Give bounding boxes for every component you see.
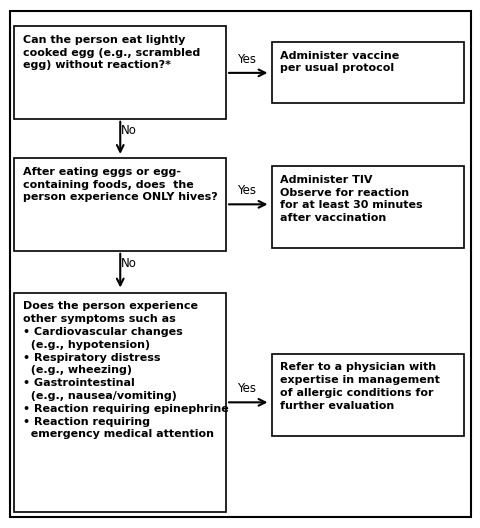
Bar <box>271 354 463 436</box>
Text: Can the person eat lightly
cooked egg (e.g., scrambled
egg) without reaction?*: Can the person eat lightly cooked egg (e… <box>23 35 200 70</box>
Bar <box>14 293 226 512</box>
Text: Administer TIV
Observe for reaction
for at least 30 minutes
after vaccination: Administer TIV Observe for reaction for … <box>280 175 422 223</box>
Text: No: No <box>120 124 137 137</box>
Text: After eating eggs or egg-
containing foods, does  the
person experience ONLY hiv: After eating eggs or egg- containing foo… <box>23 167 217 202</box>
Bar <box>271 42 463 103</box>
Text: Yes: Yes <box>236 382 255 395</box>
Text: Administer vaccine
per usual protocol: Administer vaccine per usual protocol <box>280 51 399 73</box>
Text: Yes: Yes <box>236 53 255 66</box>
Bar <box>271 166 463 248</box>
Bar <box>14 158 226 251</box>
Text: Refer to a physician with
expertise in management
of allergic conditions for
fur: Refer to a physician with expertise in m… <box>280 362 439 411</box>
Text: Does the person experience
other symptoms such as
• Cardiovascular changes
  (e.: Does the person experience other symptom… <box>23 301 228 439</box>
Text: Yes: Yes <box>236 184 255 197</box>
Bar <box>14 26 226 119</box>
Text: No: No <box>120 257 137 270</box>
